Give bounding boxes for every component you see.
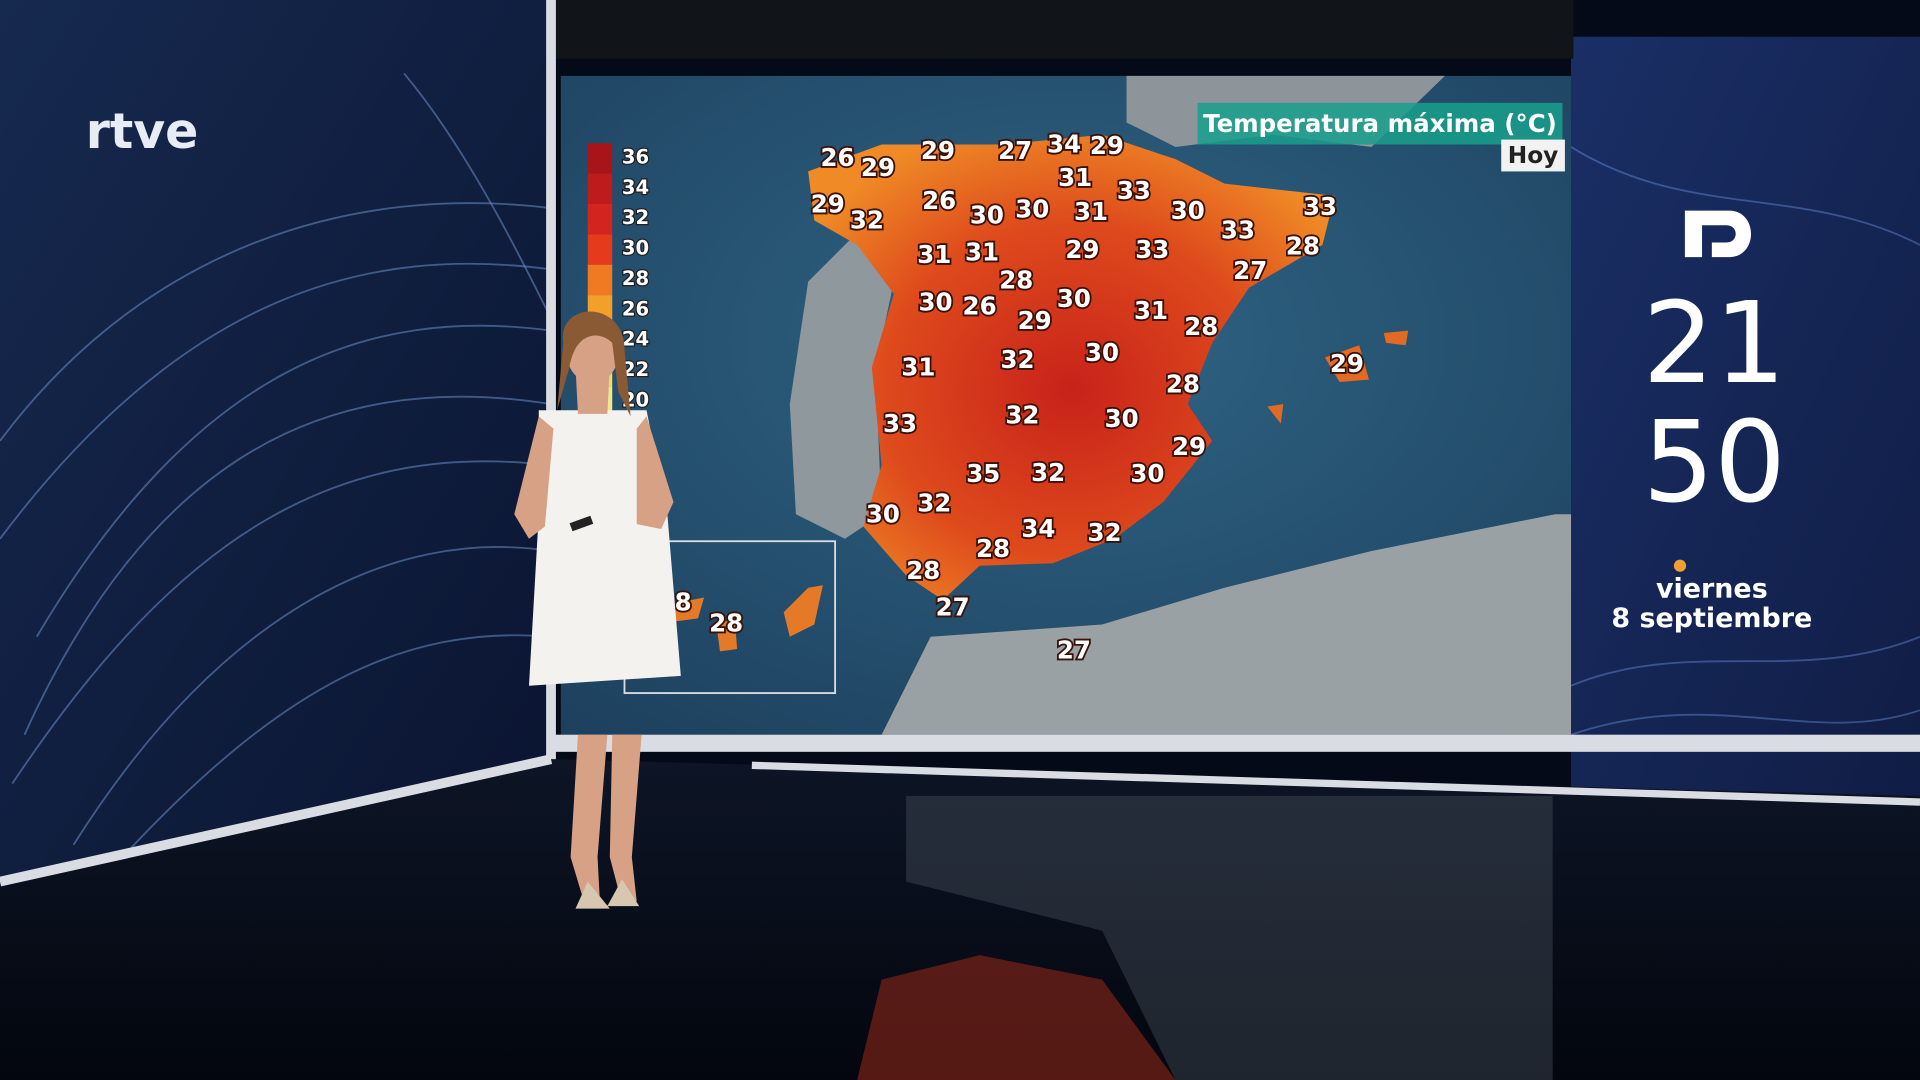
- date: 8 septiembre: [1611, 603, 1812, 634]
- temperature-label: 29: [811, 190, 845, 219]
- weekday: viernes: [1656, 574, 1768, 605]
- temperature-label: 30: [1015, 195, 1049, 224]
- temperature-label: 30: [1171, 196, 1205, 225]
- clock-hour: 21: [1643, 277, 1786, 409]
- temperature-label: 33: [1117, 176, 1151, 205]
- legend-label: 24: [622, 328, 649, 351]
- temperature-label: 31: [1058, 163, 1092, 192]
- floor-frame-edge: [751, 761, 1920, 806]
- balearic-islands: [1267, 330, 1409, 424]
- temperature-label: 30: [970, 201, 1004, 230]
- legend-swatch: [587, 204, 613, 235]
- temperature-label: 26: [821, 143, 855, 172]
- temperature-label: 31: [1074, 197, 1108, 226]
- temperature-label: 32: [850, 206, 884, 235]
- title-box: [1197, 102, 1563, 145]
- temperature-label: 32: [917, 488, 951, 517]
- temperature-label: 27: [936, 593, 970, 622]
- screen-top: [551, 0, 1574, 59]
- temperature-label: 26: [963, 291, 997, 320]
- logo: rtve: [86, 103, 199, 160]
- temperature-label: 28: [976, 534, 1010, 563]
- legend-swatch: [587, 143, 613, 174]
- temperature-label: 27: [1057, 635, 1091, 664]
- legend-label: 32: [622, 206, 649, 229]
- screen-bottom-edge: [551, 734, 1920, 752]
- legend-swatch: [587, 264, 613, 296]
- right-panel: [1571, 36, 1920, 796]
- channel-logo: [1684, 210, 1752, 258]
- spain: [808, 134, 1335, 600]
- temperature-label: 30: [1085, 338, 1119, 367]
- left-frame-edge: [0, 754, 553, 887]
- temperature-label: 29: [1065, 235, 1099, 264]
- temperature-label: 31: [1134, 296, 1168, 325]
- temperature-label: 27: [1233, 256, 1267, 285]
- temperature-label: 32: [1087, 518, 1121, 547]
- floor-reflection-africa: [906, 795, 1553, 1080]
- map-title: Temperatura máxima (°C): [1203, 109, 1557, 138]
- temperature-label: 33: [1303, 192, 1337, 221]
- temperature-label: 32: [1005, 400, 1039, 429]
- temperature-label: 28: [1184, 312, 1218, 341]
- temperature-label: 34: [1047, 130, 1081, 159]
- legend-swatch: [587, 234, 613, 265]
- portugal: [789, 232, 894, 539]
- clock-minute: 50: [1643, 396, 1786, 528]
- presenter: [514, 311, 681, 909]
- temperature-label: 31: [901, 353, 935, 382]
- temperature-label: 28: [709, 608, 743, 637]
- temperature-label: 35: [966, 459, 1000, 488]
- period: Hoy: [1508, 142, 1559, 169]
- temperature-label: 28: [906, 556, 940, 585]
- temperature-label: 29: [1018, 306, 1052, 335]
- temperature-label: 33: [883, 409, 917, 438]
- temperature-label: 32: [1031, 458, 1065, 487]
- legend-label: 26: [622, 297, 649, 320]
- temperature-label: 28: [999, 266, 1033, 295]
- right-panel-lines: [1570, 146, 1920, 736]
- temperature-label: 27: [998, 136, 1032, 165]
- temperature-label: 30: [1105, 404, 1139, 433]
- temperature-label: 30: [1130, 459, 1164, 488]
- north-africa: [881, 514, 1572, 735]
- temperature-label: 29: [861, 153, 895, 182]
- left-panel-lines: [0, 72, 552, 858]
- temperature-label: 29: [921, 136, 955, 165]
- temperature-label: 33: [1221, 215, 1255, 244]
- temperature-label: 29: [1172, 432, 1206, 461]
- left-panel: [0, 0, 552, 882]
- floor: [0, 759, 1920, 1080]
- temperature-label: 30: [1057, 284, 1091, 313]
- date-dot: [1673, 559, 1687, 572]
- legend-label: 36: [622, 145, 649, 168]
- temperature-label: 34: [1021, 514, 1055, 543]
- legend-label: 30: [622, 237, 649, 260]
- temperature-label: 28: [1166, 370, 1200, 399]
- temperature-label: 32: [1001, 345, 1035, 374]
- temperature-label: 30: [866, 500, 900, 529]
- canary-islands: [661, 585, 823, 652]
- temperature-label: 26: [922, 186, 956, 215]
- floor-reflection: [857, 955, 1176, 1080]
- legend-label: 34: [622, 176, 649, 199]
- temperature-label: 33: [1135, 235, 1169, 264]
- temperature-label: 31: [965, 237, 999, 266]
- temperature-label: 29: [1330, 349, 1364, 378]
- temperature-label: 29: [1090, 131, 1124, 160]
- temperature-label: 31: [917, 240, 951, 269]
- period-box: [1501, 139, 1565, 172]
- temperature-label: 30: [918, 288, 952, 317]
- legend-swatch: [587, 173, 613, 204]
- legend-label: 28: [622, 267, 649, 290]
- temperature-label: 28: [1286, 231, 1320, 260]
